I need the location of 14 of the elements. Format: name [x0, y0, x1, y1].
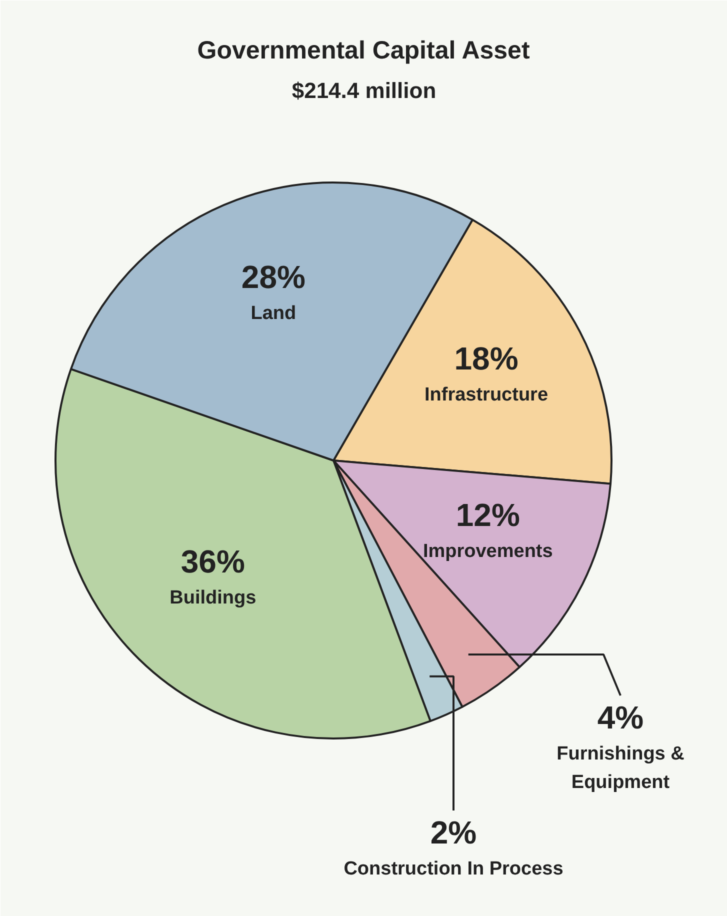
- data-label: 36%: [180, 544, 245, 580]
- slice-label: Furnishings & Equipment: [556, 744, 685, 793]
- chart-subtitle: $214.4 million: [292, 78, 436, 103]
- data-label: 28%: [241, 258, 306, 295]
- data-label: 12%: [456, 497, 520, 534]
- chart-title: Governmental Capital Asset: [197, 36, 530, 64]
- slice-label: Construction In Process: [344, 858, 564, 880]
- slice-label: Infrastructure: [424, 384, 548, 406]
- slice-label: Improvements: [422, 541, 553, 562]
- slice-label: Buildings: [170, 588, 256, 609]
- slice-label: Land: [250, 302, 296, 324]
- data-label: 4%: [597, 700, 644, 736]
- data-label: 2%: [430, 814, 477, 850]
- data-label: 18%: [454, 340, 518, 377]
